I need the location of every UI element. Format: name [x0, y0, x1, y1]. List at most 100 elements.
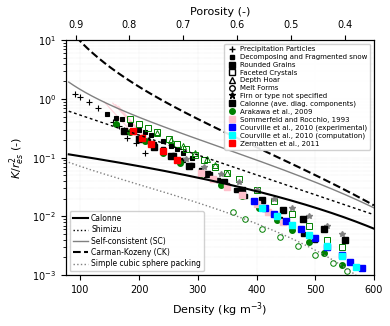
Courville et al., 2010 (experimental) — [324, 245, 329, 249]
Calonne (ave. diag. components) — [280, 208, 285, 212]
Rounded Grains — [234, 188, 238, 192]
Rounded Grains — [313, 238, 317, 242]
Arakawa et al., 2009 — [339, 263, 344, 267]
Calonne (ave. diag. components) — [169, 155, 174, 158]
Arakawa et al., 2009 — [289, 229, 294, 232]
Line: Zermatten et al., 2011: Zermatten et al., 2011 — [131, 129, 180, 163]
Calonne (ave. diag. components) — [260, 198, 265, 202]
Melt Forms — [243, 217, 247, 221]
Faceted Crystals — [225, 171, 230, 175]
Rounded Grains — [301, 232, 306, 236]
Faceted Crystals — [237, 177, 241, 181]
Firn or type not specified — [254, 188, 259, 192]
Zermatten et al., 2011 — [160, 149, 165, 153]
Arakawa et al., 2009 — [199, 172, 203, 176]
Line: Courville et al., 2010 (computation): Courville et al., 2010 (computation) — [260, 205, 359, 269]
Precipitation Particles — [110, 120, 115, 124]
Firn or type not specified — [289, 206, 294, 210]
Decomposing and Fragmented snow — [105, 112, 109, 116]
Arakawa et al., 2009 — [275, 218, 279, 222]
Line: Sommerfeld and Rocchio, 1993: Sommerfeld and Rocchio, 1993 — [198, 170, 286, 224]
Faceted Crystals — [201, 158, 206, 162]
Firn or type not specified — [201, 165, 206, 169]
Melt Forms — [345, 269, 350, 273]
Arakawa et al., 2009 — [128, 130, 133, 134]
Courville et al., 2010 (computation) — [307, 233, 312, 237]
Courville et al., 2010 (experimental) — [251, 200, 256, 203]
Precipitation Particles — [87, 100, 92, 104]
Rounded Grains — [207, 172, 212, 176]
Decomposing and Fragmented snow — [190, 156, 194, 160]
Faceted Crystals — [175, 142, 180, 146]
Rounded Grains — [243, 194, 247, 198]
Decomposing and Fragmented snow — [113, 116, 118, 120]
Faceted Crystals — [213, 165, 218, 169]
Precipitation Particles — [143, 151, 147, 155]
Firn or type not specified — [184, 157, 188, 161]
Calonne (ave. diag. components) — [122, 129, 127, 133]
Rounded Grains — [289, 224, 294, 228]
Decomposing and Fragmented snow — [119, 117, 124, 121]
Arakawa et al., 2009 — [239, 194, 244, 198]
Sommerfeld and Rocchio, 1993 — [280, 219, 285, 223]
Faceted Crystals — [339, 245, 344, 249]
Firn or type not specified — [324, 224, 329, 228]
Courville et al., 2010 (computation) — [339, 254, 344, 258]
Faceted Crystals — [289, 212, 294, 216]
Firn or type not specified — [307, 215, 312, 218]
Calonne (ave. diag. components) — [137, 137, 142, 141]
Melt Forms — [260, 228, 265, 231]
Melt Forms — [278, 235, 282, 239]
Y-axis label: $K/r_{es}^2$ (-): $K/r_{es}^2$ (-) — [7, 137, 27, 179]
Decomposing and Fragmented snow — [149, 133, 153, 137]
Courville et al., 2010 (experimental) — [298, 228, 303, 231]
Arakawa et al., 2009 — [219, 183, 223, 187]
Line: Melt Forms: Melt Forms — [230, 209, 362, 281]
Rounded Grains — [181, 158, 186, 162]
Courville et al., 2010 (experimental) — [360, 267, 365, 271]
Arakawa et al., 2009 — [113, 122, 118, 126]
Faceted Crystals — [166, 137, 171, 141]
Precipitation Particles — [134, 141, 138, 145]
X-axis label: Density (kg m$^{-3}$): Density (kg m$^{-3}$) — [172, 301, 268, 319]
Depth Hoar — [193, 151, 197, 155]
Precipitation Particles — [78, 95, 83, 98]
Melt Forms — [313, 253, 317, 257]
Rounded Grains — [160, 147, 165, 151]
Rounded Grains — [172, 153, 177, 157]
Rounded Grains — [225, 183, 230, 187]
Sommerfeld and Rocchio, 1993 — [210, 177, 215, 181]
Courville et al., 2010 (computation) — [289, 223, 294, 227]
Rounded Grains — [145, 140, 150, 143]
Decomposing and Fragmented snow — [143, 130, 147, 134]
Sommerfeld and Rocchio, 1993 — [225, 185, 230, 189]
Depth Hoar — [213, 163, 218, 167]
Rounded Grains — [278, 217, 282, 221]
Line: Arakawa et al., 2009: Arakawa et al., 2009 — [113, 121, 344, 268]
Rounded Grains — [266, 210, 271, 214]
X-axis label: Porosity (-): Porosity (-) — [190, 7, 250, 17]
Sommerfeld and Rocchio, 1993 — [254, 202, 259, 206]
Calonne (ave. diag. components) — [204, 172, 209, 176]
Courville et al., 2010 (experimental) — [272, 212, 277, 216]
Faceted Crystals — [184, 147, 188, 151]
Line: Rounded Grains: Rounded Grains — [137, 136, 317, 242]
Line: Decomposing and Fragmented snow: Decomposing and Fragmented snow — [104, 111, 195, 160]
Firn or type not specified — [272, 197, 277, 201]
Firn or type not specified — [237, 180, 241, 184]
Melt Forms — [330, 261, 335, 265]
Arakawa et al., 2009 — [307, 240, 312, 244]
Courville et al., 2010 (computation) — [354, 265, 359, 269]
Calonne (ave. diag. components) — [187, 164, 191, 168]
Decomposing and Fragmented snow — [137, 128, 142, 132]
Courville et al., 2010 (experimental) — [348, 260, 353, 264]
Courville et al., 2010 (experimental) — [313, 236, 317, 240]
Legend: Calonne, Shimizu, Self-consistent (SC), Carman-Kozeny (CK), Simple cubic sphere : Calonne, Shimizu, Self-consistent (SC), … — [70, 211, 204, 271]
Decomposing and Fragmented snow — [128, 122, 133, 126]
Precipitation Particles — [96, 106, 101, 110]
Depth Hoar — [225, 171, 230, 175]
Decomposing and Fragmented snow — [181, 151, 186, 155]
Precipitation Particles — [116, 124, 121, 128]
Rounded Grains — [151, 142, 156, 146]
Firn or type not specified — [219, 172, 223, 176]
